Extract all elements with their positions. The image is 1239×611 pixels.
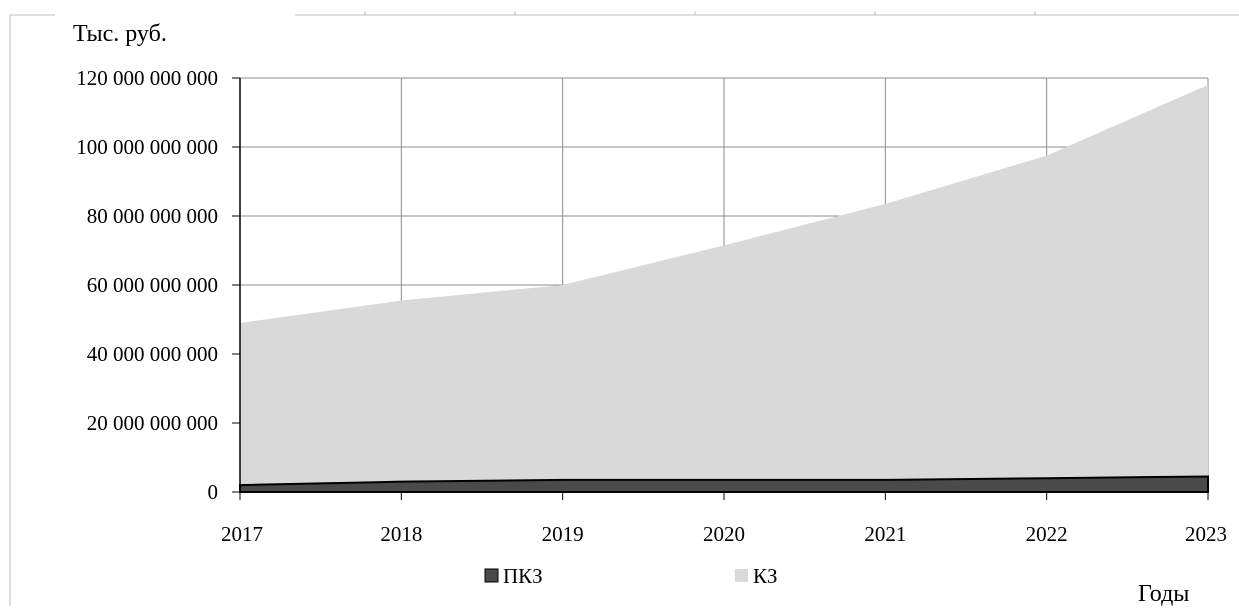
x-tick-label: 2020 (703, 522, 745, 546)
axes (232, 77, 1209, 500)
y-tick-label: 0 (208, 480, 219, 504)
x-tick-label: 2023 (1185, 522, 1227, 546)
legend-label: ПКЗ (503, 564, 543, 588)
area-kz (240, 84, 1208, 486)
y-tick-label: 100 000 000 000 (76, 135, 218, 159)
x-tick-label: 2018 (380, 522, 422, 546)
legend: ПКЗ КЗ (484, 564, 778, 588)
legend-swatch (484, 568, 499, 583)
y-axis-unit-label: Тыс. руб. (73, 21, 167, 47)
y-tick-label: 60 000 000 000 (87, 273, 218, 297)
x-tick-label: 2021 (864, 522, 906, 546)
x-tick-label: 2019 (542, 522, 584, 546)
x-tick-label: 2022 (1026, 522, 1068, 546)
y-tick-label: 20 000 000 000 (87, 411, 218, 435)
chart-frame (9, 11, 1239, 606)
y-tick-label: 120 000 000 000 (76, 66, 218, 90)
y-tick-label: 40 000 000 000 (87, 342, 218, 366)
x-axis-unit-label: Годы (1138, 581, 1189, 606)
x-tick-labels: 2017 2018 2019 2020 2021 2022 2023 (221, 522, 1227, 546)
legend-label: КЗ (753, 564, 778, 588)
y-tick-labels: 0 20 000 000 000 40 000 000 000 60 000 000 … (76, 66, 218, 504)
legend-item: КЗ (735, 564, 778, 588)
y-tick-label: 80 000 000 000 (87, 204, 218, 228)
legend-swatch (735, 569, 748, 582)
legend-item: ПКЗ (484, 564, 543, 588)
x-tick-label: 2017 (221, 522, 263, 546)
